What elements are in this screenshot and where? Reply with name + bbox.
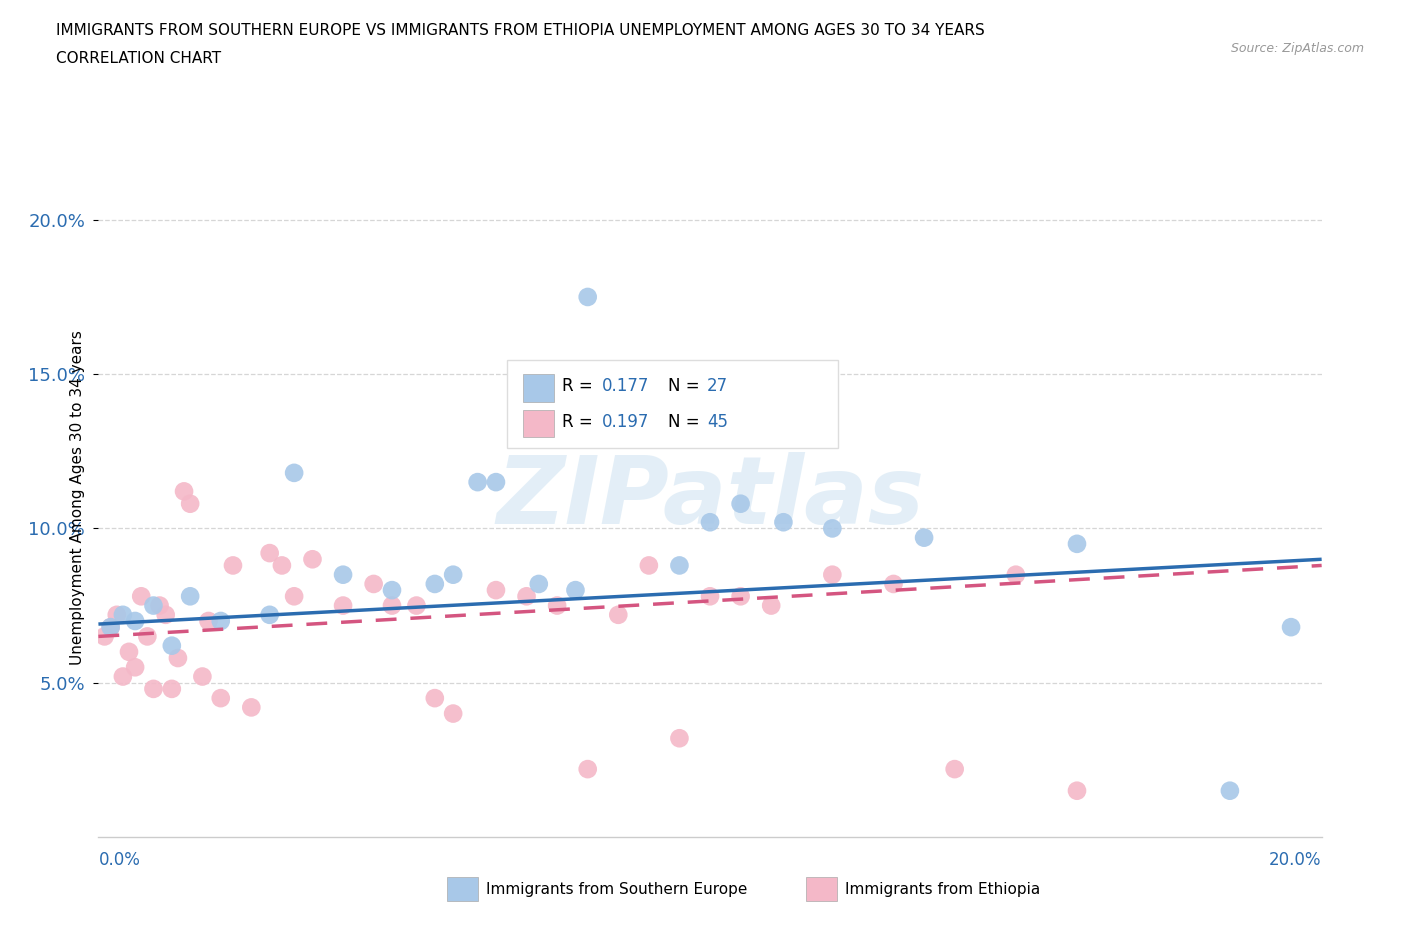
Point xyxy=(142,598,165,613)
Point xyxy=(283,465,305,480)
Point xyxy=(699,589,721,604)
Point xyxy=(363,577,385,591)
Y-axis label: Unemployment Among Ages 30 to 34 years: Unemployment Among Ages 30 to 34 years xyxy=(69,330,84,665)
Text: CORRELATION CHART: CORRELATION CHART xyxy=(56,51,221,66)
Text: R =: R = xyxy=(562,378,598,395)
Point xyxy=(423,691,446,706)
Point xyxy=(546,598,568,613)
Point xyxy=(668,558,690,573)
Point xyxy=(883,577,905,591)
Point xyxy=(516,589,538,604)
Point xyxy=(136,629,159,644)
Point xyxy=(607,607,630,622)
Point xyxy=(222,558,245,573)
Point xyxy=(943,762,966,777)
Point xyxy=(259,607,281,622)
Text: Immigrants from Southern Europe: Immigrants from Southern Europe xyxy=(486,882,748,897)
Text: R =: R = xyxy=(562,413,598,431)
Point xyxy=(197,614,219,629)
Point xyxy=(111,607,134,622)
Point xyxy=(100,619,122,634)
Point xyxy=(1279,619,1302,634)
Text: 20.0%: 20.0% xyxy=(1270,851,1322,869)
Point xyxy=(160,682,183,697)
Point xyxy=(179,497,201,512)
Point xyxy=(381,583,404,598)
Text: 0.177: 0.177 xyxy=(602,378,648,395)
Point xyxy=(129,589,152,604)
Point xyxy=(821,521,844,536)
Point xyxy=(441,706,464,721)
Point xyxy=(467,474,489,489)
Point xyxy=(1066,537,1088,551)
Point xyxy=(259,546,281,561)
Point xyxy=(301,551,323,566)
Point xyxy=(638,558,661,573)
Point xyxy=(332,598,354,613)
Point xyxy=(270,558,294,573)
Point xyxy=(912,530,935,545)
Text: IMMIGRANTS FROM SOUTHERN EUROPE VS IMMIGRANTS FROM ETHIOPIA UNEMPLOYMENT AMONG A: IMMIGRANTS FROM SOUTHERN EUROPE VS IMMIG… xyxy=(56,23,986,38)
Point xyxy=(124,660,146,675)
Point xyxy=(1004,567,1026,582)
Point xyxy=(576,289,599,304)
Point xyxy=(118,644,141,659)
Point xyxy=(105,607,128,622)
Point xyxy=(149,598,172,613)
Point xyxy=(332,567,354,582)
Point xyxy=(155,607,177,622)
Point xyxy=(405,598,427,613)
Point xyxy=(730,589,752,604)
Point xyxy=(1219,783,1241,798)
Point xyxy=(423,577,446,591)
Text: N =: N = xyxy=(668,413,704,431)
Point xyxy=(160,638,183,653)
Text: 27: 27 xyxy=(707,378,728,395)
Point xyxy=(283,589,305,604)
Text: 45: 45 xyxy=(707,413,728,431)
Point xyxy=(441,567,464,582)
Text: 0.0%: 0.0% xyxy=(98,851,141,869)
Point xyxy=(821,567,844,582)
Text: Immigrants from Ethiopia: Immigrants from Ethiopia xyxy=(845,882,1040,897)
Point xyxy=(173,484,195,498)
Text: ZIPatlas: ZIPatlas xyxy=(496,452,924,543)
Point xyxy=(576,762,599,777)
Text: 0.197: 0.197 xyxy=(602,413,648,431)
Point xyxy=(240,700,263,715)
Point xyxy=(209,614,232,629)
Point xyxy=(485,474,508,489)
Point xyxy=(100,619,122,634)
Point xyxy=(191,669,214,684)
Point xyxy=(668,731,690,746)
Point xyxy=(381,598,404,613)
Point xyxy=(699,515,721,530)
Point xyxy=(564,583,586,598)
Point xyxy=(167,651,190,666)
Point xyxy=(730,497,752,512)
Text: Source: ZipAtlas.com: Source: ZipAtlas.com xyxy=(1230,42,1364,55)
Point xyxy=(111,669,134,684)
Text: N =: N = xyxy=(668,378,704,395)
Point xyxy=(93,629,115,644)
Point xyxy=(142,682,165,697)
Point xyxy=(1066,783,1088,798)
Point xyxy=(179,589,201,604)
Point xyxy=(761,598,783,613)
Point xyxy=(124,614,146,629)
Point xyxy=(209,691,232,706)
Point xyxy=(772,515,794,530)
Point xyxy=(527,577,550,591)
Point xyxy=(485,583,508,598)
